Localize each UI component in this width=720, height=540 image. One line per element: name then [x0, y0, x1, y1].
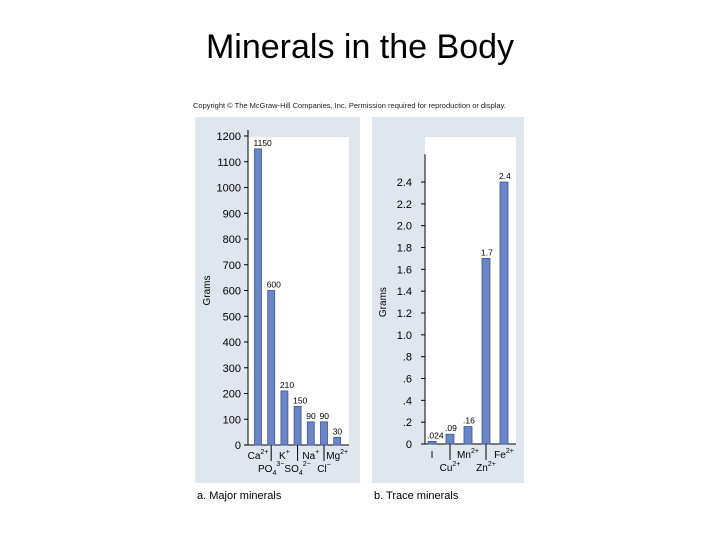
x-tick-label: SO42−: [284, 461, 310, 477]
element-symbol: Cu: [440, 463, 453, 474]
y-tick-label: 200: [223, 389, 241, 401]
y-tick-label: 1.8: [397, 243, 412, 255]
element-symbol: K: [279, 451, 286, 462]
element-symbol: PO: [258, 464, 273, 475]
y-tick-label: 600: [223, 286, 241, 298]
bar-ca: [254, 148, 262, 446]
copyright-notice: Copyright © The McGraw-Hill Companies, I…: [193, 101, 506, 110]
y-axis-label: Grams: [378, 287, 389, 317]
y-tick-label: .2: [403, 417, 412, 429]
x-tick-label: PO43−: [258, 461, 284, 477]
y-tick-label: 2.4: [397, 177, 412, 189]
y-axis-label: Grams: [202, 276, 213, 306]
x-tick-label: Fe2+: [494, 448, 514, 461]
element-symbol: Fe: [494, 450, 506, 461]
y-tick-label: 1.6: [397, 264, 412, 276]
y-tick-label: 2.0: [397, 221, 412, 233]
y-tick-label: 0: [235, 440, 241, 452]
data-label: 210: [280, 380, 294, 390]
element-symbol: I: [431, 450, 434, 461]
y-tick-label: 1100: [217, 157, 241, 169]
data-label: 30: [333, 426, 343, 436]
element-charge: +: [315, 449, 319, 456]
element-symbol: Mn: [457, 450, 471, 461]
element-charge: 2+: [471, 448, 479, 455]
bar-na: [306, 421, 315, 446]
x-tick-label: Zn2+: [476, 461, 496, 474]
element-charge: 2−: [303, 461, 311, 468]
element-charge: −: [327, 462, 331, 469]
y-tick-label: .6: [403, 374, 412, 386]
chart-major-minerals: Grams 0 100 200 300 400 500 600 700 800 900 1000 110…: [202, 130, 349, 477]
element-symbol: Ca: [248, 451, 261, 462]
slide-title: Minerals in the Body: [205, 28, 515, 66]
x-tick-label: Cu2+: [440, 461, 461, 474]
data-label: .16: [463, 416, 475, 426]
data-label: .09: [445, 423, 457, 433]
data-label: 600: [267, 280, 281, 290]
y-tick-label: 1.0: [397, 330, 412, 342]
y-tick-label: 900: [223, 208, 241, 220]
x-tick-label: Cl−: [317, 462, 331, 475]
element-charge: 2+: [340, 449, 348, 456]
y-tick-label: 500: [223, 311, 241, 323]
panel-major-minerals: Grams 0 100 200 300 400 500 600 700 800 900 1000 110…: [195, 117, 360, 483]
element-charge: 2+: [260, 449, 268, 456]
element-charge: 2+: [452, 461, 460, 468]
x-tick-label: Ca2+: [248, 449, 269, 462]
data-label: 1150: [254, 138, 273, 148]
bar-cu: [445, 433, 455, 445]
element-charge: +: [286, 449, 290, 456]
panel-trace-minerals: Grams 0 .2 .4 .6 .8 1.0 1.2 1.4 1.6 1.8 2.0 2.2 2.4 .0…: [372, 117, 524, 483]
element-subscript: 4: [299, 470, 303, 477]
bar-k: [280, 390, 289, 446]
y-tick-label: 1.4: [397, 286, 412, 298]
y-tick-label: 1200: [217, 131, 241, 143]
bar-po4: [267, 290, 276, 446]
bar-so4: [293, 405, 302, 446]
bar-cl: [320, 421, 328, 446]
element-symbol: Na: [302, 451, 315, 462]
data-label: 150: [293, 395, 307, 405]
y-tick-label: 300: [223, 363, 241, 375]
bar-mn: [463, 426, 473, 445]
element-charge: 3−: [276, 461, 284, 468]
data-label: 90: [306, 411, 316, 421]
y-tick-label: 1000: [217, 183, 241, 195]
y-tick-label: 700: [223, 260, 241, 272]
bar-zn: [481, 258, 491, 445]
bar-i: [427, 440, 437, 445]
y-tick-label: 2.2: [397, 199, 412, 211]
element-symbol: Mg: [326, 451, 340, 462]
y-tick-label: 1.2: [397, 308, 412, 320]
y-tick-label: 0: [406, 439, 412, 451]
caption-major-minerals: a. Major minerals: [197, 490, 282, 502]
caption-trace-minerals: b. Trace minerals: [374, 490, 459, 502]
data-label: .024: [427, 430, 444, 440]
x-tick-label: Mn2+: [457, 448, 479, 461]
element-symbol: Cl: [317, 464, 326, 475]
x-tick-label: K+: [279, 449, 290, 462]
y-tick-label: 800: [223, 234, 241, 246]
chart-trace-minerals: Grams 0 .2 .4 .6 .8 1.0 1.2 1.4 1.6 1.8 2.0 2.2 2.4 .0…: [378, 137, 516, 474]
bar-fe: [499, 181, 509, 445]
data-label: 90: [320, 411, 330, 421]
bar-mg: [333, 436, 342, 446]
data-label: 2.4: [499, 171, 511, 181]
x-tick-label: Na+: [302, 449, 319, 462]
element-symbol: SO: [284, 464, 299, 475]
y-tick-label: .8: [403, 352, 412, 364]
x-tick-label: I: [431, 450, 434, 461]
y-tick-label: 100: [223, 414, 241, 426]
plot-area: [248, 137, 349, 445]
element-charge: 2+: [488, 461, 496, 468]
x-tick-label: Mg2+: [326, 449, 348, 462]
element-subscript: 4: [272, 470, 276, 477]
y-tick-label: .4: [403, 395, 412, 407]
y-tick-label: 400: [223, 337, 241, 349]
element-charge: 2+: [506, 448, 514, 455]
data-label: 1.7: [481, 247, 493, 257]
element-symbol: Zn: [476, 463, 488, 474]
